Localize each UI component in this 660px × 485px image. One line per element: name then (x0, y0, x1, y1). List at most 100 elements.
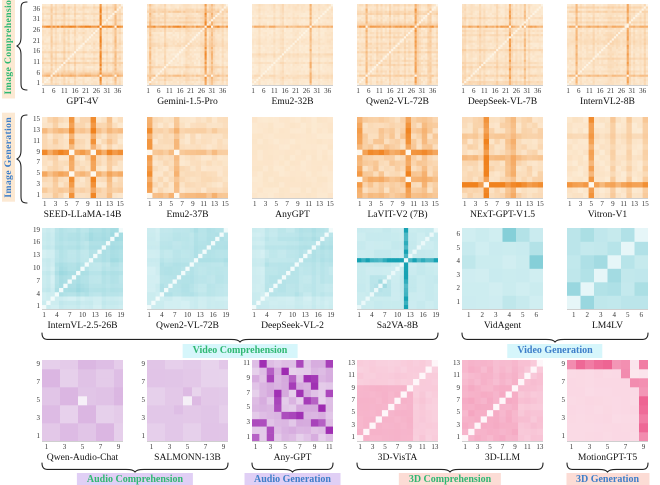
x-tick-label: 13 (421, 200, 428, 208)
heatmap-panel-qwen2-vl-72b: 1 6 11 16 21 26 31 36 Qwen2-VL-72B (345, 4, 450, 110)
x-tick-label: 10 (79, 311, 86, 319)
x-tick-label: 5 (383, 443, 387, 451)
y-tick-label: 5 (36, 396, 41, 404)
x-tick-label: 11 (376, 87, 383, 95)
model-name: LaVIT-V2 (7B) (367, 209, 428, 220)
y-tick-label: 9 (36, 147, 41, 156)
x-tick-label: 1 (357, 311, 361, 319)
x-tick-label: 2 (585, 311, 590, 319)
x-tick-label: 16 (281, 87, 289, 95)
x-tick-label: 9 (86, 200, 90, 208)
model-name: DeepSeek-VL-7B (467, 96, 538, 107)
x-tick-label: 4 (160, 311, 164, 319)
x-axis-line (147, 441, 228, 442)
x-tick-label: 13 (211, 200, 218, 208)
x-tick-label: 1 (462, 200, 467, 208)
x-axis-line (252, 441, 333, 442)
y-tick-label: 9 (351, 383, 356, 392)
heatmap-panel-3d-llm: 1 1 3 3 5 5 7 7 9 9 11 11 13 13 3D-LLM (450, 359, 555, 466)
x-tick-label: 21 (187, 87, 195, 95)
x-tick-label: 1 (356, 87, 360, 95)
y-tick-label: 4 (456, 257, 461, 266)
x-tick-label: 11 (271, 87, 278, 95)
x-tick-label: 7 (495, 200, 499, 208)
x-tick-label: 5 (484, 200, 489, 208)
group-underbrace-icon (461, 332, 649, 343)
heatmap-panel-vitron-v1: 1 3 5 7 9 11 13 15 Vitron-V1 (555, 117, 660, 223)
x-tick-label: 6 (156, 87, 161, 95)
row-side-label: Image Generation (2, 113, 15, 202)
x-tick-label: 5 (185, 443, 190, 451)
x-tick-label: 5 (64, 200, 69, 208)
heatmap-panel-deepseek-vl-2: 1 4 7 10 13 16 19 DeepSeek-VL-2 (240, 228, 345, 334)
x-tick-label: 15 (536, 200, 544, 208)
heatmap-panel-motiongpt-t5: 1 1 3 3 5 5 7 7 9 9 MotionGPT-T5 (555, 360, 660, 466)
group-label-video-comprehension: Video Comprehension (182, 344, 298, 358)
x-tick-label: 31 (628, 87, 636, 95)
heatmap-vitron-v1 (567, 117, 648, 198)
x-tick-label: 21 (292, 87, 300, 95)
heatmap-panel-internvl2-8b: 1 6 11 16 21 26 31 36 InternVL2-8B (555, 4, 660, 110)
x-tick-label: 1 (253, 443, 258, 451)
heatmap-panel-any-gpt: 1 1 3 3 5 5 7 7 9 9 11 11 Any-GPT (240, 359, 345, 466)
heatmap-deepseek-vl-2 (252, 228, 333, 309)
y-tick-label: 5 (456, 408, 461, 417)
x-tick-label: 4 (612, 311, 617, 319)
y-tick-label: 13 (453, 358, 460, 367)
y-tick-label: 7 (246, 388, 251, 397)
group-underbrace-icon (356, 462, 544, 473)
y-tick-label: 10 (33, 264, 40, 272)
x-tick-label: 2 (480, 311, 485, 319)
x-tick-label: 11 (166, 87, 173, 95)
x-tick-label: 7 (75, 200, 79, 208)
x-tick-label: 13 (526, 200, 533, 208)
x-tick-label: 36 (219, 87, 227, 95)
x-tick-label: 10 (184, 311, 191, 319)
x-tick-label: 7 (285, 200, 289, 208)
x-tick-label: 1 (251, 87, 255, 95)
x-tick-label: 7 (500, 443, 505, 451)
x-tick-label: 1 (146, 87, 150, 95)
x-tick-label: 5 (521, 311, 525, 319)
y-tick-label: 13 (33, 126, 40, 134)
model-name: DeepSeek-VL-2 (261, 320, 324, 331)
heatmap-seed-llama-14b (42, 117, 123, 198)
x-tick-label: 9 (116, 443, 121, 451)
x-axis-line (252, 198, 333, 199)
x-tick-label: 1 (567, 200, 572, 208)
x-tick-label: 3 (368, 200, 373, 208)
y-tick-label: 7 (36, 276, 41, 285)
x-tick-label: 5 (589, 200, 594, 208)
x-tick-label: 11 (61, 87, 68, 95)
heatmap-panel-emu2-37b: 1 3 5 7 9 11 13 15 Emu2-37B (135, 117, 240, 223)
x-tick-label: 36 (324, 87, 332, 95)
x-axis-line (357, 309, 438, 310)
x-axis-line (252, 85, 333, 86)
heatmap-emu2-37b (147, 117, 228, 198)
x-tick-label: 5 (626, 311, 630, 319)
y-tick-label: 5 (246, 403, 251, 412)
y-tick-label: 7 (561, 378, 566, 386)
x-axis-line (462, 198, 543, 199)
x-tick-label: 21 (502, 87, 510, 95)
y-tick-label: 3 (141, 414, 146, 422)
group-label-audio-generation: Audio Generation (244, 473, 341, 485)
x-tick-label: 5 (605, 443, 610, 451)
heatmap-gemini-1-5-pro (147, 4, 228, 85)
x-tick-label: 7 (67, 311, 72, 319)
heatmap-qwen-audio-chat (42, 360, 123, 441)
y-tick-label: 3 (246, 418, 251, 427)
y-tick-label: 9 (246, 373, 251, 382)
x-tick-label: 9 (191, 200, 195, 208)
group-underbrace-icon (41, 332, 439, 343)
y-tick-label: 7 (141, 378, 146, 386)
heatmap-panel-lavit-v2-7b: 1 3 5 7 9 11 13 15 LaVIT-V2 (7B) (345, 117, 450, 223)
y-tick-label: 1 (36, 432, 41, 440)
y-tick-label: 16 (33, 238, 40, 247)
x-tick-label: 7 (203, 443, 208, 451)
y-tick-label: 19 (33, 225, 40, 234)
x-tick-label: 3 (587, 443, 592, 451)
heatmap-panel-lm4lv: 1 2 3 4 5 6 LM4LV (555, 228, 660, 334)
y-tick-label: 3 (456, 270, 461, 279)
y-tick-label: 3 (456, 420, 461, 429)
